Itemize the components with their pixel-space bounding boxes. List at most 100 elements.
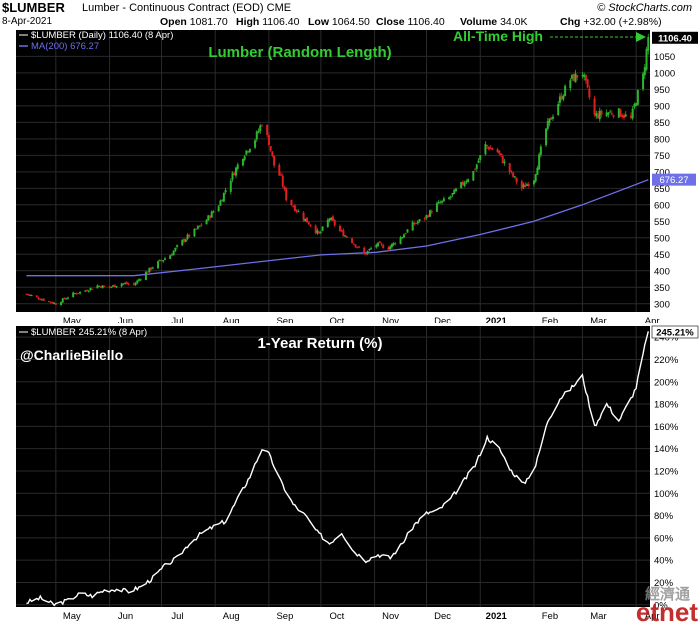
- candle-body: [255, 131, 258, 140]
- y-tick-label: 20%: [654, 578, 674, 589]
- y-tick-label: 220%: [654, 355, 679, 366]
- close-quote: Close 1106.40: [376, 16, 445, 28]
- candle-body: [558, 96, 561, 103]
- candle-body: [643, 67, 646, 76]
- candle-body: [389, 246, 392, 250]
- x-tick-label: Nov: [382, 611, 399, 622]
- ma200-line-layer: [26, 179, 649, 277]
- candle-body: [248, 148, 251, 153]
- candle-body: [600, 110, 603, 115]
- annotation-arrow-head: [636, 32, 646, 42]
- candle-body: [254, 140, 257, 148]
- brand-label[interactable]: © StockCharts.com: [597, 2, 692, 14]
- x-tick-label: Jun: [118, 316, 133, 326]
- candle-body: [169, 255, 172, 259]
- candle-body: [413, 223, 416, 225]
- candle-body: [99, 286, 102, 288]
- candle-body: [281, 175, 284, 187]
- candle-body: [461, 181, 464, 185]
- x-tick-label: Apr: [645, 316, 660, 326]
- candle-body: [357, 246, 360, 248]
- candle-body: [593, 98, 596, 115]
- candle-body: [157, 261, 160, 269]
- candle-body: [91, 288, 94, 290]
- candle-body: [285, 188, 288, 201]
- candle-body: [314, 225, 317, 233]
- candle-body: [193, 228, 196, 237]
- candle-body: [636, 89, 639, 105]
- price-chart-panel[interactable]: 300 350 400 450 500 550 600 650 700 750 800 850 900 9…: [0, 30, 700, 326]
- candle-body: [75, 293, 78, 295]
- candle-body: [51, 301, 54, 304]
- candle-body: [387, 247, 390, 250]
- open-quote: Open 1081.70: [160, 16, 228, 28]
- candle-body: [186, 234, 189, 240]
- y-tick-label: 140%: [654, 444, 679, 455]
- x-tick-label: Aug: [223, 316, 240, 326]
- candle-body: [571, 74, 574, 79]
- x-tick-label: May: [63, 611, 81, 622]
- candle-body: [125, 282, 128, 285]
- candle-body: [605, 112, 608, 117]
- candle-body: [487, 146, 490, 150]
- candle-body: [200, 224, 203, 226]
- candle-body: [151, 267, 154, 269]
- candle-body: [72, 292, 75, 297]
- candle-body: [423, 218, 426, 220]
- candle-body: [163, 258, 166, 260]
- candle-body: [624, 114, 627, 117]
- candle-body: [183, 239, 186, 242]
- y-tick-label: 180%: [654, 400, 679, 411]
- exchange-label: CME: [266, 2, 292, 14]
- candle-body: [210, 211, 213, 218]
- candle-body: [122, 283, 125, 285]
- candle-body: [351, 238, 354, 243]
- x-tick-label: Mar: [590, 316, 606, 326]
- x-axis: May Jun Jul Aug Sep Oct Nov Dec 2021 Feb Mar Apr: [63, 316, 660, 326]
- candle-body: [39, 299, 42, 301]
- return-title: 1-Year Return (%): [257, 335, 382, 352]
- candle-body: [245, 150, 248, 155]
- x-tick-label: Oct: [329, 316, 344, 326]
- candle-body: [221, 200, 224, 202]
- candle-body: [222, 192, 225, 202]
- candle-body: [328, 218, 331, 221]
- return-chart-panel[interactable]: 0% 20% 40% 60% 80% 100% 120% 140% 160% 180% 200% 22…: [0, 323, 700, 624]
- candle-body: [612, 115, 615, 117]
- candle-body: [332, 216, 334, 221]
- candle-body: [524, 184, 527, 188]
- candle-body: [534, 174, 537, 182]
- candle-body: [623, 115, 626, 118]
- candle-body: [435, 203, 438, 212]
- y-tick-label: 850: [654, 118, 670, 129]
- candle-body: [297, 211, 300, 213]
- candle-body: [635, 103, 638, 106]
- candle-body: [498, 150, 501, 154]
- low-label: Low: [308, 16, 329, 28]
- candle-body: [283, 186, 286, 190]
- candle-body: [532, 180, 535, 185]
- candle-body: [354, 244, 357, 247]
- candle-body: [597, 113, 600, 118]
- candle-body: [28, 294, 31, 296]
- candle-body: [526, 184, 529, 186]
- y-tick-label: 650: [654, 184, 670, 195]
- candle-body: [158, 259, 161, 261]
- x-tick-label: May: [63, 316, 81, 326]
- close-label: Close: [376, 16, 405, 28]
- candle-body: [584, 74, 587, 81]
- candle-body: [84, 290, 87, 292]
- candle-body: [619, 109, 622, 117]
- change-value: +32.00 (+2.98%): [583, 16, 662, 28]
- candle-body: [295, 209, 298, 212]
- volume-label: Volume: [460, 16, 498, 28]
- candle-body: [236, 164, 239, 169]
- candle-body: [399, 237, 402, 244]
- candle-body: [280, 174, 283, 176]
- open-label: Open: [160, 16, 187, 28]
- candle-body: [233, 173, 236, 176]
- candle-body: [429, 210, 432, 217]
- candle-body: [54, 303, 57, 305]
- candle-body: [491, 148, 494, 150]
- candle-body: [60, 302, 63, 305]
